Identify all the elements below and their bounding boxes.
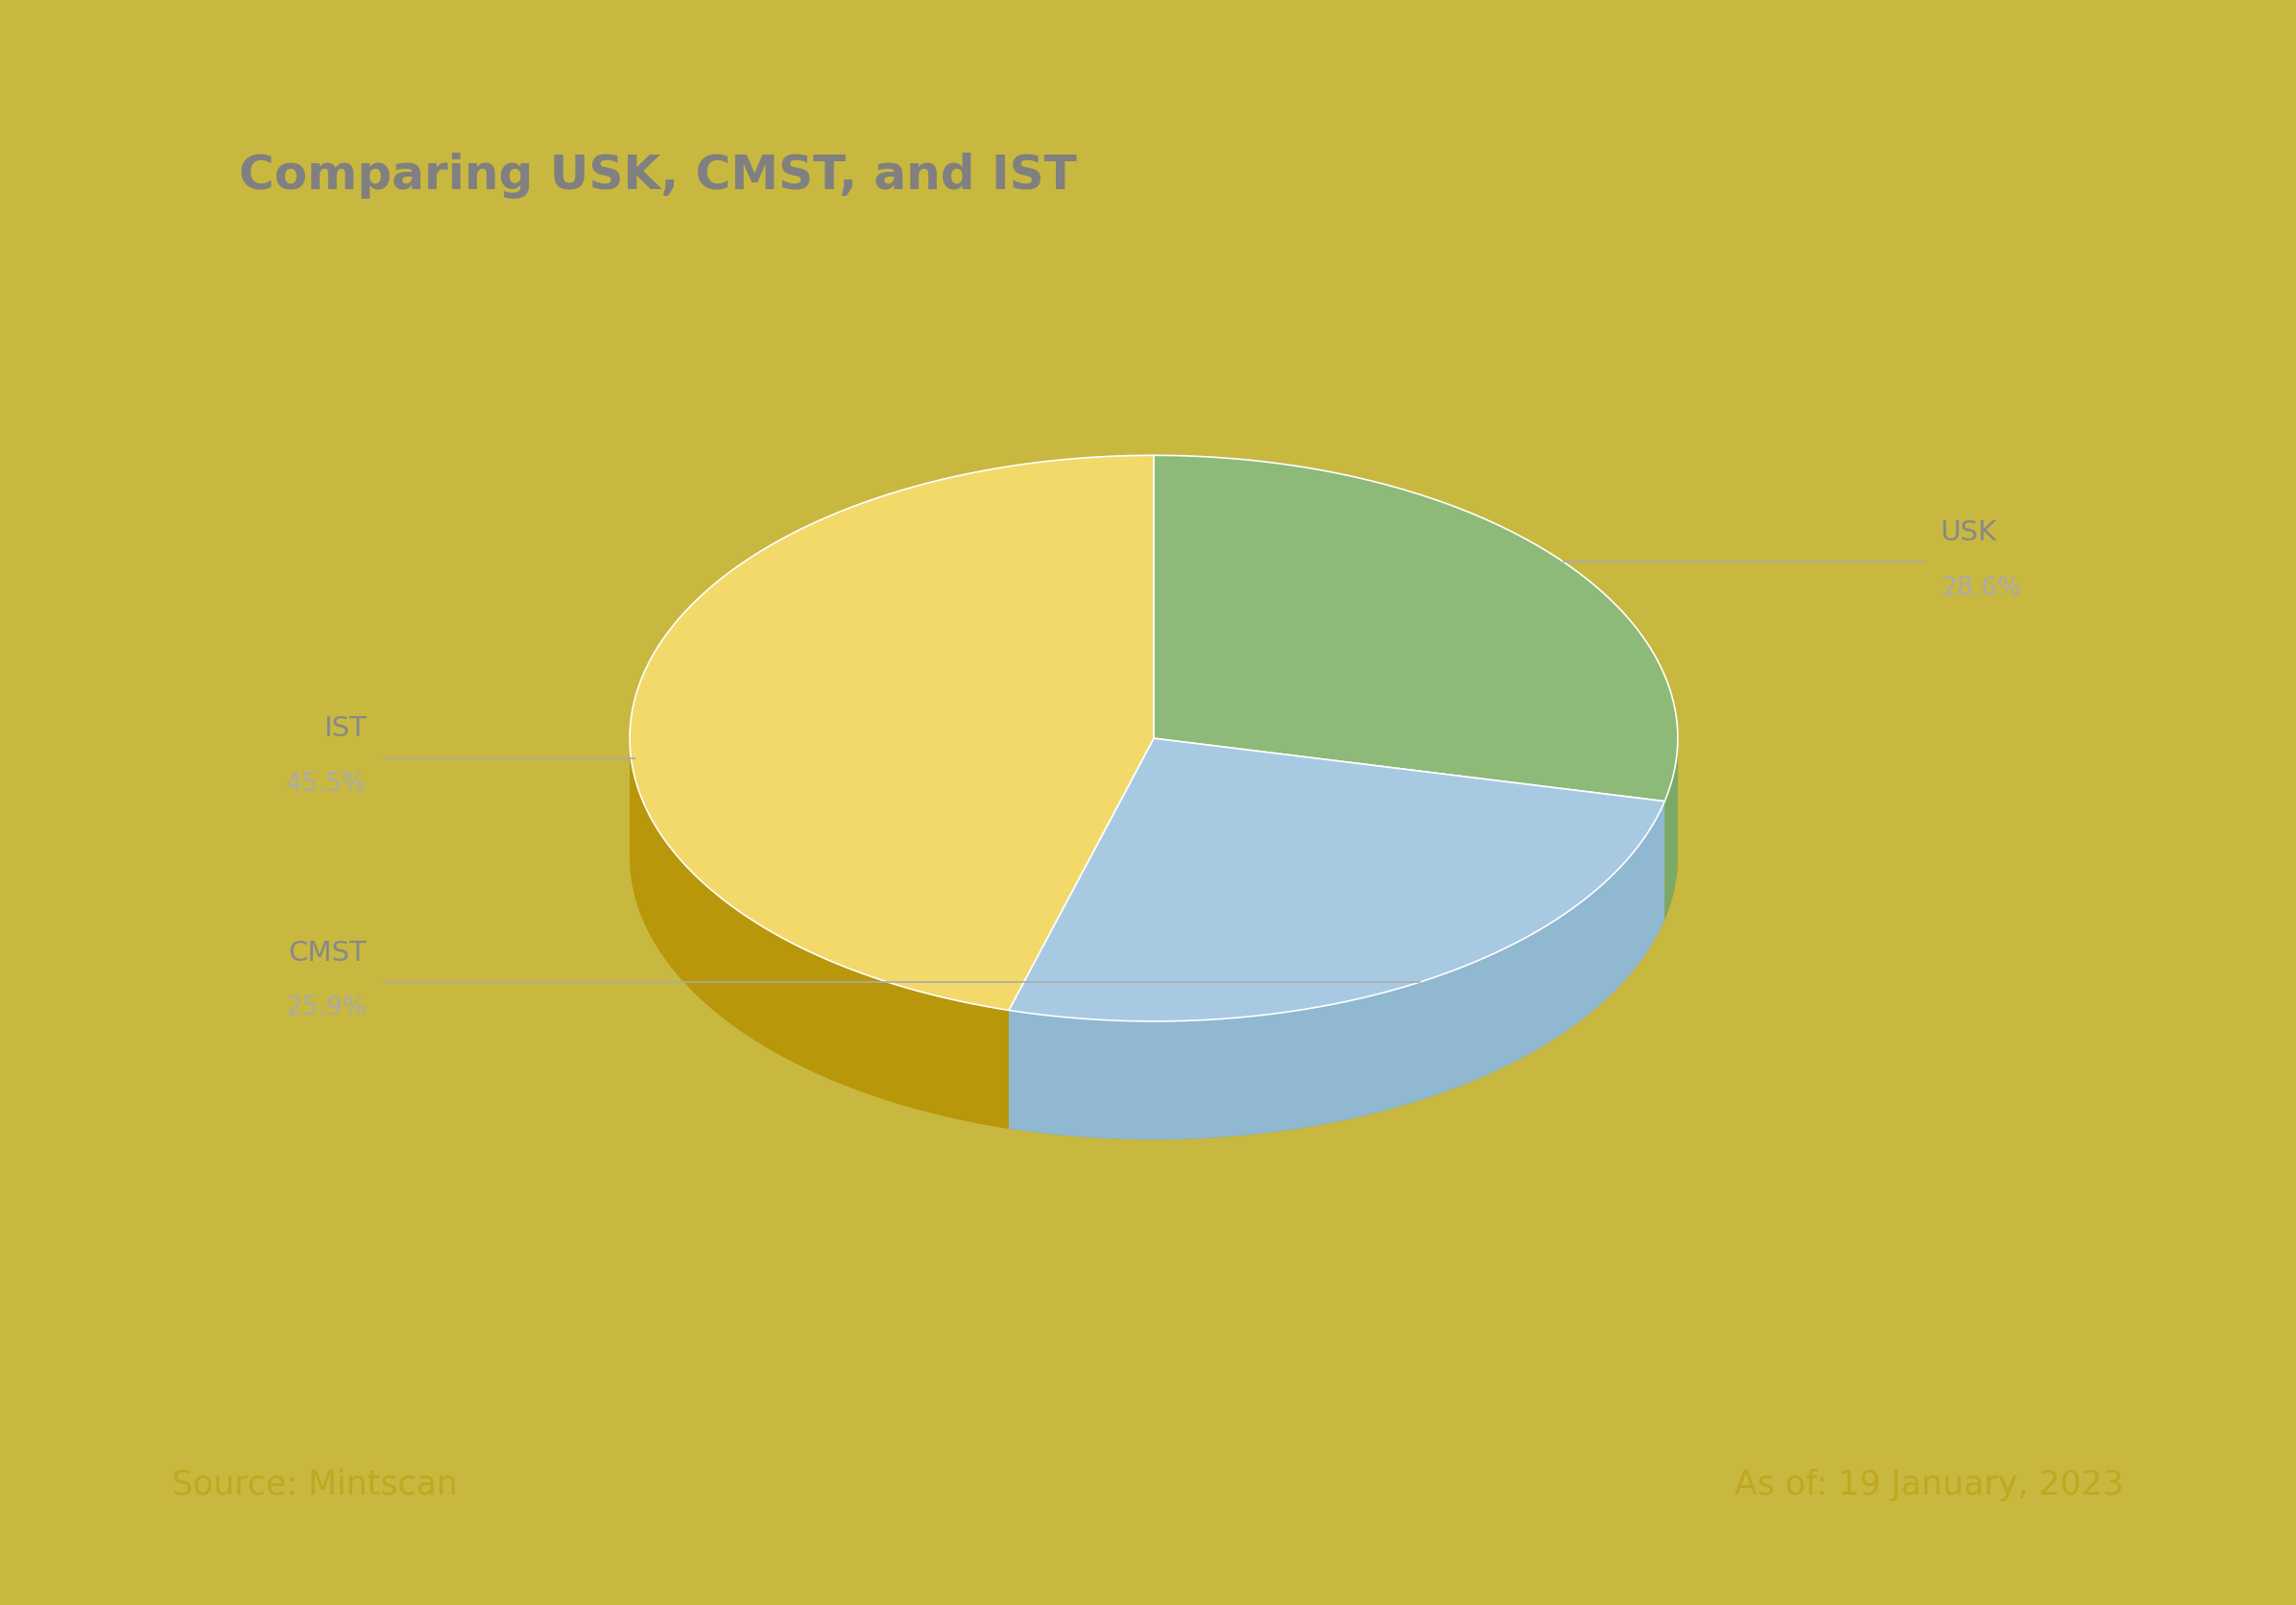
Text: IST: IST: [324, 716, 367, 743]
Polygon shape: [629, 738, 1678, 1140]
Text: As of: 19 January, 2023: As of: 19 January, 2023: [1733, 1469, 2124, 1501]
Polygon shape: [629, 738, 1008, 1128]
Polygon shape: [629, 456, 1153, 1010]
Polygon shape: [1008, 738, 1665, 1021]
Text: 898,769: 898,769: [1231, 855, 1368, 889]
Text: 28.6%: 28.6%: [1940, 576, 2020, 600]
Polygon shape: [1008, 801, 1665, 1140]
Text: 45.5%: 45.5%: [287, 772, 367, 796]
Text: Comparing USK, CMST, and IST: Comparing USK, CMST, and IST: [239, 152, 1077, 199]
Text: 25.9%: 25.9%: [287, 995, 367, 1021]
Polygon shape: [1153, 456, 1678, 801]
Polygon shape: [1665, 738, 1678, 920]
Text: 1,580,936: 1,580,936: [783, 700, 953, 733]
Text: 991,848: 991,848: [1309, 624, 1449, 658]
Text: USK: USK: [1940, 520, 1998, 546]
Text: Source: Mintscan: Source: Mintscan: [172, 1469, 457, 1501]
Text: CMST: CMST: [289, 939, 367, 966]
